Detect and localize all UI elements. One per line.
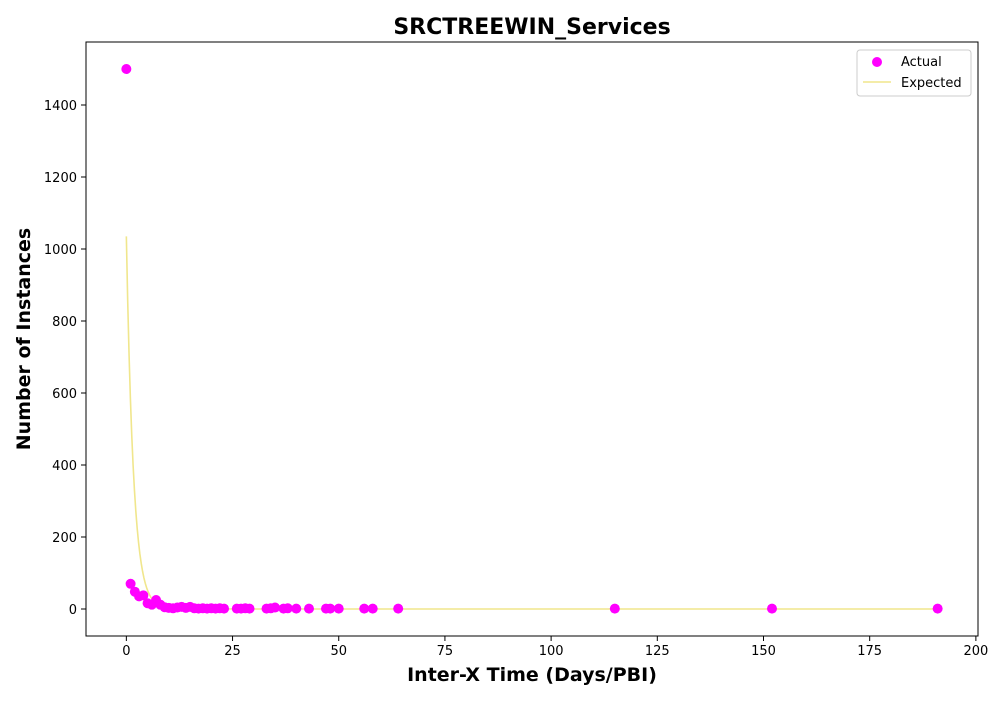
- actual-data-point: [291, 603, 302, 614]
- actual-data-point: [325, 603, 336, 614]
- actual-data-point: [270, 602, 281, 613]
- actual-data-point: [367, 603, 378, 614]
- x-tick-label: 200: [963, 644, 988, 659]
- x-tick-label: 175: [857, 644, 882, 659]
- x-tick-label: 75: [437, 644, 454, 659]
- legend: Actual Expected: [856, 49, 972, 97]
- actual-data-point: [219, 603, 230, 614]
- y-tick-label: 0: [69, 603, 77, 618]
- actual-data-point: [393, 603, 404, 614]
- y-tick-label: 600: [52, 387, 77, 402]
- x-tick-label: 25: [224, 644, 241, 659]
- actual-data-point: [766, 603, 777, 614]
- legend-actual-label: Actual: [901, 55, 942, 70]
- actual-data-point: [932, 603, 943, 614]
- x-tick-label: 125: [645, 644, 670, 659]
- y-tick-label: 1000: [44, 243, 77, 258]
- x-tick-label: 150: [751, 644, 776, 659]
- y-tick-label: 1200: [44, 171, 77, 186]
- x-axis-label: Inter-X Time (Days/PBI): [407, 664, 657, 686]
- x-tick-label: 50: [330, 644, 347, 659]
- actual-data-point: [609, 603, 620, 614]
- actual-data-point: [333, 603, 344, 614]
- y-axis-label: Number of Instances: [13, 228, 35, 450]
- legend-box: [856, 49, 972, 97]
- y-tick-label: 800: [52, 315, 77, 330]
- actual-data-point: [359, 603, 370, 614]
- actual-data-point: [125, 578, 136, 589]
- expected-curve-line: [125, 236, 938, 610]
- y-tick-label: 200: [52, 531, 77, 546]
- x-tick-label: 100: [539, 644, 564, 659]
- plot-area: 0 25 50 75 100 125 150 175 200 0 200 400 600 800 1000 1…: [44, 41, 988, 659]
- actual-data-point: [282, 603, 293, 614]
- actual-data-point: [138, 590, 149, 601]
- legend-actual-marker: [872, 57, 882, 67]
- legend-expected-label: Expected: [901, 76, 962, 91]
- x-tick-label: 0: [122, 644, 130, 659]
- chart-title: SRCTREEWIN_Services: [393, 15, 670, 40]
- actual-data-point: [244, 603, 255, 614]
- plot-frame: [85, 41, 979, 637]
- y-tick-label: 1400: [44, 99, 77, 114]
- actual-data-point: [304, 603, 314, 614]
- y-tick-label: 400: [52, 459, 77, 474]
- actual-data-point: [121, 64, 132, 74]
